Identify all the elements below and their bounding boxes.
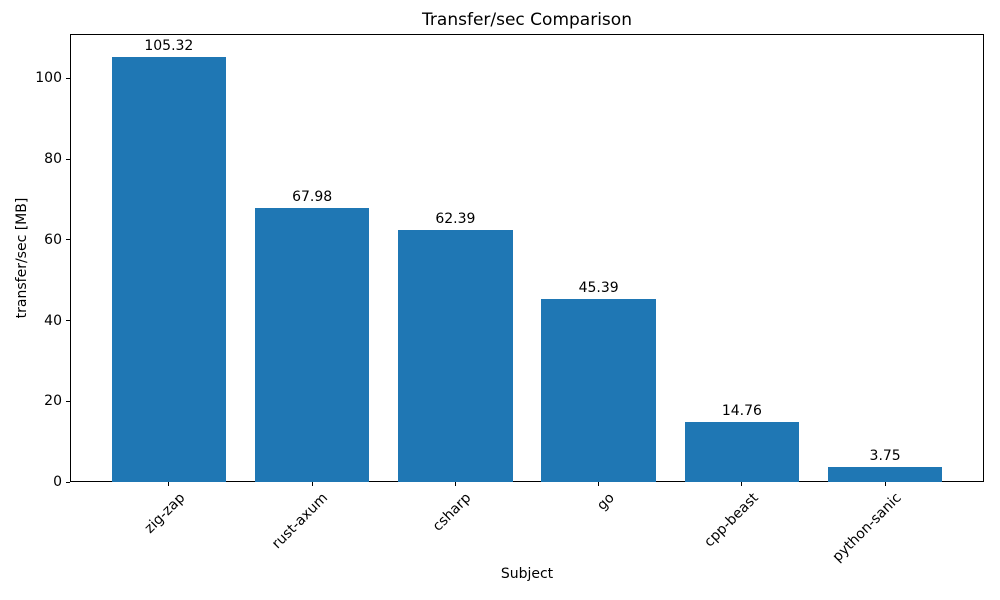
y-axis-label: transfer/sec [MB] [14,197,30,319]
x-tick-mark [454,482,456,486]
bar-value-label: 3.75 [869,447,901,464]
category-label: python-sanic [829,490,905,566]
y-tick-mark [66,400,70,402]
x-tick-mark [741,482,743,486]
x-tick-mark [598,482,600,486]
y-tick-mark [66,320,70,322]
bar [541,298,656,482]
bar-value-label: 105.32 [144,37,194,54]
y-tick-label: 0 [53,474,62,490]
chart-title: Transfer/sec Comparison [422,10,632,30]
y-tick-mark [66,481,70,483]
bar-value-label: 14.76 [721,403,762,420]
bar-value-label: 62.39 [435,211,476,228]
bar [254,207,370,482]
y-tick-label: 100 [35,70,62,87]
category-label: csharp [430,490,475,535]
y-tick-label: 80 [44,151,62,168]
bar [684,422,800,482]
category-label: cpp-beast [700,490,762,551]
bar [398,230,513,482]
x-tick-mark [311,482,313,486]
category-label: rust-axum [269,490,332,553]
y-tick-label: 20 [44,393,62,410]
category-label: go [594,490,618,514]
x-tick-mark [168,482,170,486]
bar [111,56,227,482]
bar [827,466,943,482]
bar-value-label: 45.39 [578,279,619,296]
x-tick-mark [884,482,886,486]
y-tick-label: 60 [44,231,62,248]
y-tick-label: 40 [44,312,62,329]
x-axis-label: Subject [500,566,554,582]
category-label: zig-zap [141,490,189,537]
y-tick-mark [66,158,70,160]
y-tick-mark [66,77,70,79]
bar-value-label: 67.98 [292,188,333,205]
y-tick-mark [66,239,70,241]
